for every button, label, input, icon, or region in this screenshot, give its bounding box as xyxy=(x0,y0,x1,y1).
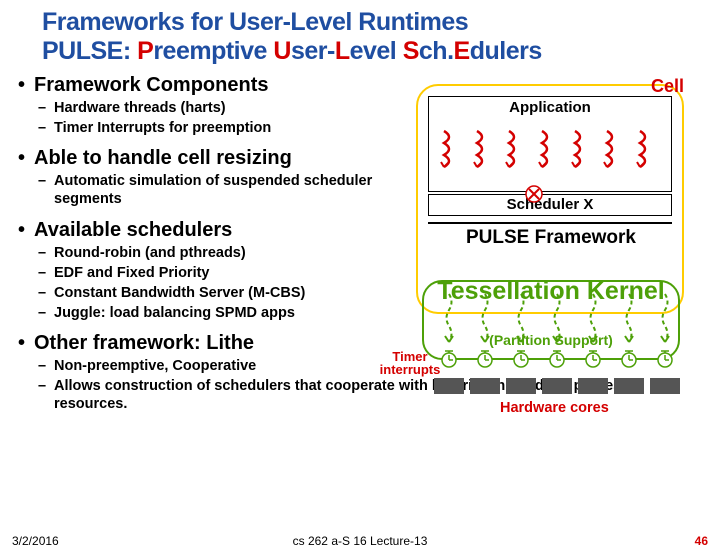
t2-p1: PULSE: xyxy=(42,37,137,65)
scheduler-x-box: Scheduler X xyxy=(428,194,672,216)
clock-icon xyxy=(470,348,500,372)
bullet-3a: Round-robin (and pthreads) xyxy=(18,244,410,262)
clock-icon xyxy=(542,348,572,372)
wiggles-row xyxy=(437,129,665,169)
t2-p4: U xyxy=(273,37,291,65)
hardware-core xyxy=(650,378,680,394)
hardware-cores-label: Hardware cores xyxy=(500,400,609,416)
hardware-core xyxy=(578,378,608,394)
wiggle-icon xyxy=(636,129,662,169)
wiggle-icon xyxy=(440,129,466,169)
wiggle-icon xyxy=(473,129,499,169)
t2-p10: E xyxy=(454,37,470,65)
bullet-1b: Timer Interrupts for preemption xyxy=(18,119,410,137)
cross-icon xyxy=(525,185,543,203)
bullet-1a: Hardware threads (harts) xyxy=(18,99,410,117)
t2-p2: P xyxy=(137,37,153,65)
clock-icon xyxy=(578,348,608,372)
footer-page-number: 46 xyxy=(695,534,708,548)
hardware-core xyxy=(506,378,536,394)
wiggle-icon xyxy=(603,129,629,169)
wiggle-icon xyxy=(538,129,564,169)
tessellation-sublabel: (Partition Support) xyxy=(410,332,692,348)
wiggle-icon xyxy=(505,129,531,169)
clock-icon xyxy=(506,348,536,372)
bullet-3: Available schedulers xyxy=(18,219,410,242)
application-box: Application xyxy=(428,96,672,192)
bullet-3d: Juggle: load balancing SPMD apps xyxy=(18,304,410,322)
bullet-list: Framework Components Hardware threads (h… xyxy=(18,74,410,415)
content-row: Framework Components Hardware threads (h… xyxy=(0,72,720,415)
bullet-3c: Constant Bandwidth Server (M-CBS) xyxy=(18,284,410,302)
t2-p6: L xyxy=(335,37,350,65)
clocks-row xyxy=(434,348,680,372)
cell-label: Cell xyxy=(651,76,684,97)
bullet-3b: EDF and Fixed Priority xyxy=(18,264,410,282)
pulse-framework-label: PULSE Framework xyxy=(410,228,692,248)
tessellation-label: Tessellation Kernel xyxy=(410,280,692,304)
title-line-1: Frameworks for User-Level Runtimes xyxy=(0,0,720,37)
bullet-2: Able to handle cell resizing xyxy=(18,147,410,170)
hardware-core xyxy=(470,378,500,394)
bullet-2a: Automatic simulation of suspended schedu… xyxy=(18,172,410,208)
clock-icon xyxy=(650,348,680,372)
bullet-4: Other framework: Lithe xyxy=(18,332,410,355)
application-label: Application xyxy=(429,97,671,116)
wiggle-icon xyxy=(571,129,597,169)
t2-p11: dulers xyxy=(470,37,542,65)
t2-p3: reemptive xyxy=(153,37,273,65)
t2-p5: ser- xyxy=(291,37,335,65)
hardware-core xyxy=(614,378,644,394)
footer-mid: cs 262 a-S 16 Lecture-13 xyxy=(0,534,720,548)
t2-p7: evel xyxy=(350,37,403,65)
hardware-core xyxy=(434,378,464,394)
bullet-1: Framework Components xyxy=(18,74,410,97)
diagram-panel: Cell Application Scheduler X PULSE Frame… xyxy=(410,74,698,415)
scheduler-x-label: Scheduler X xyxy=(507,196,594,213)
cores-row xyxy=(434,378,680,396)
t2-p8: S xyxy=(403,37,419,65)
hardware-core xyxy=(542,378,572,394)
title-line-2: PULSE: Preemptive User-Level Sch.Edulers xyxy=(0,37,720,72)
clock-icon xyxy=(614,348,644,372)
clock-icon xyxy=(434,348,464,372)
t2-p9: ch. xyxy=(419,37,454,65)
divider-line xyxy=(428,222,672,224)
